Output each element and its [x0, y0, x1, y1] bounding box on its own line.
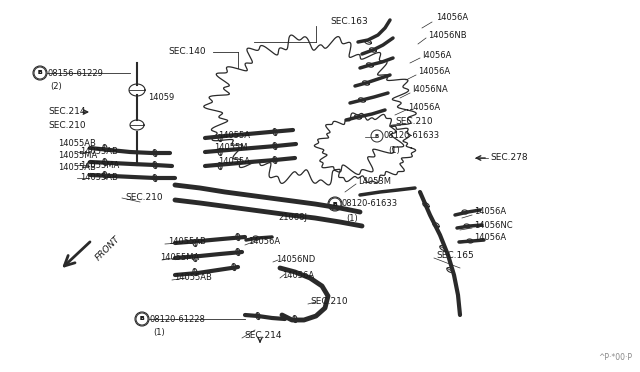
Text: 14055A: 14055A	[218, 131, 250, 140]
Text: 14055MA: 14055MA	[80, 160, 119, 170]
Text: B: B	[38, 71, 42, 76]
Text: B: B	[375, 134, 379, 138]
Text: SEC.214: SEC.214	[48, 108, 86, 116]
Text: 14056A: 14056A	[282, 270, 314, 279]
Text: 14055AB: 14055AB	[80, 148, 118, 157]
Text: L4053M: L4053M	[358, 177, 391, 186]
Text: I4056A: I4056A	[422, 51, 451, 60]
Text: 14056A: 14056A	[474, 234, 506, 243]
Text: 14055AB: 14055AB	[168, 237, 206, 247]
Text: 14056A: 14056A	[248, 237, 280, 247]
Text: SEC.278: SEC.278	[490, 154, 527, 163]
Text: 08120-61633: 08120-61633	[342, 199, 398, 208]
Text: 14055M: 14055M	[214, 144, 248, 153]
Text: 08156-61229: 08156-61229	[47, 68, 103, 77]
Text: (1): (1)	[388, 145, 400, 154]
Text: (2): (2)	[50, 83, 61, 92]
Text: 14055A: 14055A	[218, 157, 250, 167]
Text: SEC.163: SEC.163	[330, 17, 368, 26]
Text: 14055MA: 14055MA	[58, 151, 97, 160]
Text: 14055AB: 14055AB	[174, 273, 212, 282]
Text: 14059: 14059	[148, 93, 174, 102]
Text: (1): (1)	[153, 328, 164, 337]
Text: ^P·*00·P: ^P·*00·P	[598, 353, 632, 362]
Text: SEC.210: SEC.210	[310, 298, 348, 307]
Text: B: B	[140, 317, 145, 321]
Text: B: B	[333, 202, 337, 206]
Text: 21068J: 21068J	[278, 214, 307, 222]
Text: 14056A: 14056A	[436, 13, 468, 22]
Text: SEC.140: SEC.140	[168, 48, 205, 57]
Text: 14056ND: 14056ND	[276, 256, 316, 264]
Text: SEC.214: SEC.214	[244, 331, 282, 340]
Text: SEC.210: SEC.210	[395, 118, 433, 126]
Text: 14055MA: 14055MA	[160, 253, 199, 263]
Text: 14055AB: 14055AB	[58, 164, 96, 173]
Text: 14056A: 14056A	[474, 208, 506, 217]
Text: SEC.210: SEC.210	[125, 193, 163, 202]
Text: 14056NC: 14056NC	[474, 221, 513, 230]
Text: 14055AB: 14055AB	[58, 138, 96, 148]
Text: SEC.210: SEC.210	[48, 122, 86, 131]
Text: 14056A: 14056A	[418, 67, 450, 77]
Text: 14056A: 14056A	[408, 103, 440, 112]
Text: 08120-61228: 08120-61228	[149, 314, 205, 324]
Text: B: B	[140, 317, 144, 321]
Text: B: B	[333, 202, 337, 206]
Text: 14056NB: 14056NB	[428, 31, 467, 39]
Text: 08120-61633: 08120-61633	[384, 131, 440, 141]
Text: I4056NA: I4056NA	[412, 84, 448, 93]
Text: 14055AB: 14055AB	[80, 173, 118, 183]
Text: SEC.165: SEC.165	[436, 250, 474, 260]
Text: (1): (1)	[346, 214, 358, 222]
Text: B: B	[38, 71, 42, 76]
Text: FRONT: FRONT	[94, 234, 122, 262]
